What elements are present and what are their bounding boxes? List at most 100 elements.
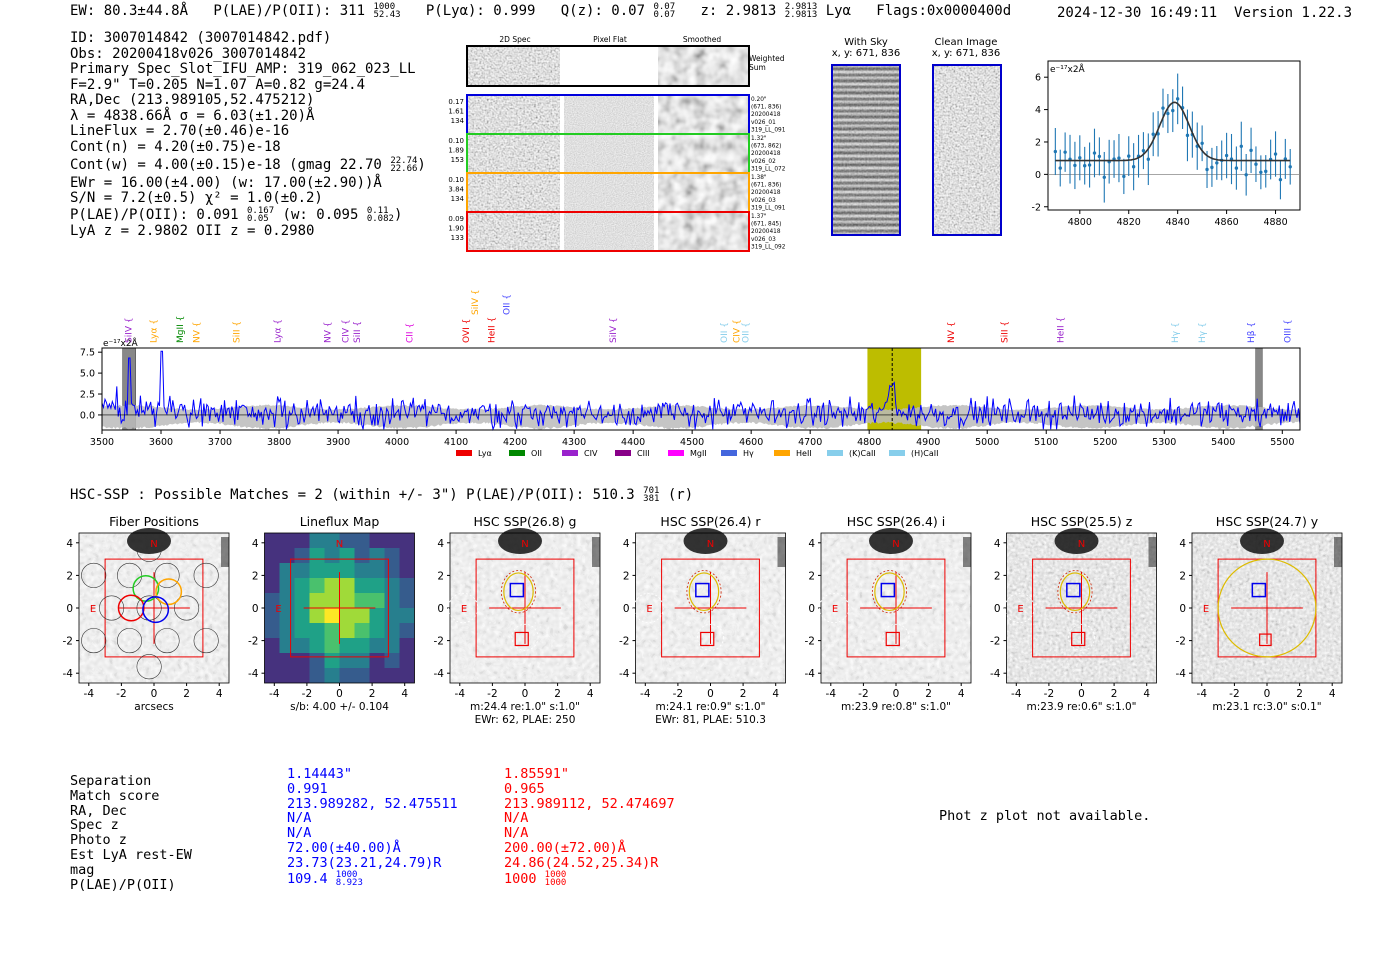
hsc-y-tick-label: 2: [994, 570, 1001, 582]
header-timestamp-block: 2024-12-30 16:49:11 Version 1.22.3: [1057, 5, 1352, 21]
zoom-chart-svg: e⁻¹⁷x2Å 4800 4820 4840 4860 4880 -2 0 2 4 6: [1032, 60, 1301, 228]
hsc-x-tick-label: 0: [707, 688, 714, 700]
table-cell: 213.989282, 52.475511: [287, 795, 458, 812]
zoom-y-tick-label: 4: [1035, 105, 1041, 116]
source-ellipse-outer: [1057, 570, 1093, 614]
lineflux-pixel: [309, 668, 325, 683]
spectrum-x-tick-label: 4500: [680, 437, 704, 448]
lineflux-pixel: [264, 668, 280, 683]
lineflux-pixel: [309, 608, 325, 623]
legend-label: MgII: [690, 449, 707, 458]
zoom-data-point: [1058, 166, 1062, 170]
lineflux-pixel: [264, 608, 280, 623]
zoom-data-point: [1122, 174, 1126, 179]
hsc-x-tick-label: 2: [740, 688, 747, 700]
lineflux-pixel: [324, 638, 340, 653]
table-cell: 213.989112, 52.474697: [504, 795, 675, 812]
spectrum-line-marker: Lyα {: [149, 319, 159, 343]
hsc-y-tick-label: 0: [252, 603, 259, 615]
header-plae-lo: 52.43: [373, 10, 401, 20]
spectrum-line-marker: Hβ {: [1247, 322, 1257, 343]
fiber-blue: [142, 596, 170, 624]
spectrum-line-marker: SiII {: [1000, 321, 1010, 343]
hsc-y-tick-label: 0: [994, 603, 1001, 615]
hsc-frame: [449, 532, 601, 684]
cutout-right-label: 1.37": [751, 214, 767, 220]
hsc-y-tick-label: 2: [808, 570, 815, 582]
hsc-x-tick-label: -4: [455, 688, 466, 700]
spectrum-x-tick-label: 4700: [798, 437, 822, 448]
cutout-right-label: v026_03: [751, 198, 776, 204]
match-box-1: [1251, 582, 1267, 598]
hsc-y-tick-label: 4: [623, 538, 630, 550]
lineflux-pixel: [324, 623, 340, 638]
north-label: N: [892, 539, 899, 550]
svg-text:Weighted: Weighted: [749, 54, 785, 63]
spectrum-line-marker: SiII {: [353, 321, 363, 343]
hsc-panel: HSC SSP(24.7) y 4 2 0 -2 -4 -4 -2 0 2 4 N Em:23.1 rc…: [1176, 514, 1343, 713]
hsc-y-tick-label: -4: [1176, 668, 1187, 680]
hsc-caption: EWr: 62, PLAE: 250: [475, 714, 576, 726]
spectrum-x-tick-label: 5400: [1211, 437, 1235, 448]
fiber-red: [117, 594, 145, 622]
aperture-square: [661, 558, 760, 658]
cutout-left-label: 0.09: [448, 215, 464, 223]
hsc-y-tick-label: 0: [623, 603, 630, 615]
cutout-right-label: v026_03: [751, 237, 776, 243]
spectrum-line-marker: HeII {: [1056, 317, 1066, 343]
cutout-left-label: 133: [451, 234, 464, 242]
hsc-x-tick-label: -2: [116, 688, 126, 700]
hsc-panel-title: Fiber Positions: [109, 514, 199, 529]
spectrum-x-tick-label: 4900: [916, 437, 940, 448]
hsc-y-tick-label: 2: [437, 570, 444, 582]
cutout-right-label: v026_01: [751, 120, 776, 126]
cutout-2d-spec: [468, 213, 560, 250]
cutout-gap: [561, 174, 564, 211]
info-contw: Cont(w) = 4.00(±0.15)e-18 (gmag 22.70 22…: [70, 156, 426, 174]
zoom-data-point: [1278, 177, 1283, 182]
full-spectrum: e⁻¹⁷x2Å 3500 3600 3700 3800 3900 4000 4100 4200 4…: [60, 275, 1310, 465]
lineflux-pixel: [354, 548, 370, 563]
zoom-data-point: [1117, 156, 1121, 160]
east-label: E: [832, 604, 838, 615]
legend-label: (K)CaII: [849, 449, 876, 458]
neighbor-ellipse: [633, 592, 664, 624]
hsc-y-tick-label: 2: [66, 570, 73, 582]
lineflux-pixel: [264, 638, 280, 653]
zoom-data-point: [1254, 162, 1258, 166]
legend-swatch: [668, 450, 684, 456]
lineflux-pixel: [369, 608, 385, 623]
lineflux-pixel: [369, 653, 385, 668]
spectrum-x-tick-label: 4800: [857, 437, 881, 448]
legend-swatch: [889, 450, 905, 456]
zoom-data-point: [1288, 165, 1292, 169]
lineflux-pixel: [279, 578, 295, 593]
lineflux-pixel: [354, 593, 370, 608]
table-cell: 24.86(24.52,25.34)R: [504, 854, 659, 871]
full-spectrum-svg: e⁻¹⁷x2Å 3500 3600 3700 3800 3900 4000 4100 4200 4…: [80, 289, 1301, 458]
spectrum-x-tick-label: 4200: [503, 437, 527, 448]
lineflux-pixel: [369, 578, 385, 593]
legend-label: HeII: [796, 449, 812, 458]
zoom-y-tick-label: 6: [1035, 73, 1041, 84]
spectrum-line-marker: CII {: [405, 323, 415, 343]
spectrum-line-marker: SiIV {: [471, 289, 481, 315]
lineflux-pixel: [354, 563, 370, 578]
cutout-right-label: 319_LL_072: [751, 166, 786, 172]
hsc-x-tick-label: -4: [84, 688, 95, 700]
cutout-right-label: (671, 836): [751, 183, 781, 189]
spectrum-line-marker: NV {: [947, 322, 957, 343]
info-lya-z: LyA z = 2.9802 OII z = 0.2980: [70, 223, 315, 239]
zoom-data-point: [1131, 165, 1136, 169]
lineflux-pixel: [294, 608, 310, 623]
zoom-plot-frame: [1047, 60, 1301, 211]
lineflux-pixel: [399, 668, 415, 683]
lineflux-pixel: [384, 578, 400, 593]
zoom-data-point: [1063, 150, 1067, 154]
table-cell: N/A: [287, 825, 312, 842]
fiber-circle: [154, 628, 180, 654]
lineflux-pixel: [279, 623, 295, 638]
match-box-2: [885, 631, 900, 647]
zoom-y-tick-label: -2: [1032, 202, 1041, 213]
